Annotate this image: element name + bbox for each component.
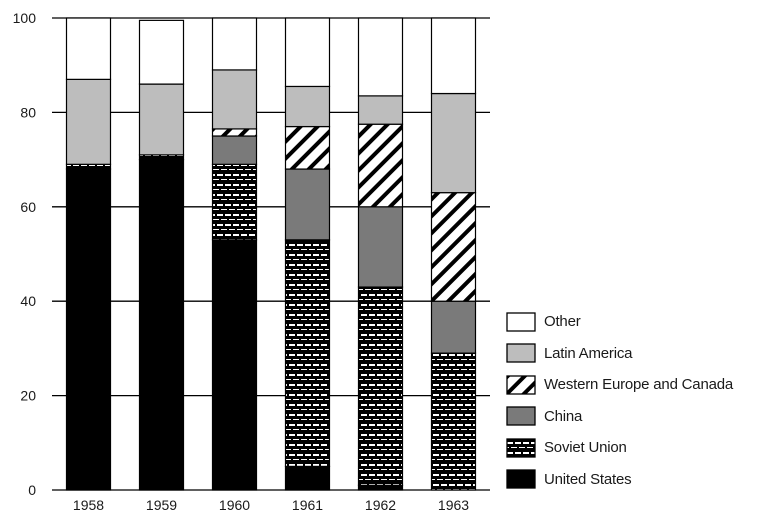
bar-segment-other-1958 [65, 17, 112, 80]
bar-segment-latin-america-1962 [357, 95, 404, 125]
legend-swatch-soviet-union [506, 438, 536, 458]
legend-item-latin-america: Latin America [506, 338, 733, 370]
legend-item-united-states: United States [506, 464, 733, 496]
bar-segment-western-europe-and-canada-1963 [430, 192, 477, 302]
legend-label: Latin America [544, 344, 633, 362]
legend-item-other: Other [506, 306, 733, 338]
bar-segment-united-states-1958 [65, 168, 112, 491]
bar-segment-other-1961 [284, 17, 331, 88]
x-tick-label: 1959 [146, 497, 177, 513]
gridlines [52, 17, 490, 491]
y-tick-label: 40 [20, 293, 36, 309]
bar-segment-soviet-union-1962 [357, 286, 404, 486]
bar-segment-united-states-1959 [138, 159, 185, 491]
y-tick-label: 80 [20, 104, 36, 120]
bar-stack-1962 [357, 17, 404, 491]
legend-swatch-united-states [506, 469, 536, 489]
bar-segment-latin-america-1961 [284, 85, 331, 128]
bar-segment-latin-america-1959 [138, 83, 185, 156]
bar-segment-soviet-union-1963 [430, 352, 477, 491]
bar-segment-china-1963 [430, 300, 477, 354]
legend-label: United States [544, 470, 632, 488]
bar-segment-western-europe-and-canada-1962 [357, 123, 404, 208]
bar-segment-other-1960 [211, 17, 258, 71]
legend-swatch-latin-america [506, 343, 536, 363]
bar-segment-western-europe-and-canada-1960 [211, 128, 258, 137]
x-tick-label: 1963 [438, 497, 469, 513]
bar-segment-latin-america-1963 [430, 92, 477, 194]
bars [65, 17, 477, 491]
bar-segment-china-1960 [211, 135, 258, 165]
bar-segment-latin-america-1958 [65, 78, 112, 165]
bar-stack-1961 [284, 17, 331, 491]
bar-segment-western-europe-and-canada-1961 [284, 125, 331, 170]
legend-item-soviet-union: Soviet Union [506, 432, 733, 464]
axes: 0 20 40 60 80 100 1958 1959 1960 1961 1962 1963 [13, 10, 470, 513]
legend-label: Western Europe and Canada [544, 376, 734, 394]
bar-segment-china-1962 [357, 206, 404, 288]
bar-segment-soviet-union-1958 [65, 163, 112, 170]
legend-item-western-europe-and-canada: Western Europe and Canada [506, 369, 733, 401]
bar-stack-1959 [138, 19, 185, 491]
bar-stack-1963 [430, 17, 477, 491]
legend-label: China [544, 407, 583, 425]
legend-label: Other [544, 313, 581, 331]
y-tick-label: 0 [28, 482, 36, 498]
y-tick-label: 60 [20, 199, 36, 215]
bar-segment-soviet-union-1961 [284, 239, 331, 467]
bar-segment-soviet-union-1960 [211, 163, 258, 241]
x-tick-label: 1962 [365, 497, 396, 513]
y-tick-label: 100 [13, 10, 37, 26]
bar-segment-united-states-1960 [211, 239, 258, 491]
legend: Other Latin America Western Europe and Can… [506, 306, 733, 495]
bar-stack-1960 [211, 17, 258, 491]
y-tick-label: 20 [20, 388, 36, 404]
x-tick-label: 1961 [292, 497, 323, 513]
x-tick-label: 1958 [73, 497, 104, 513]
bar-segment-united-states-1961 [284, 465, 331, 491]
bar-segment-latin-america-1960 [211, 69, 258, 130]
legend-swatch-western-europe-and-canada [506, 375, 536, 395]
bar-segment-other-1959 [138, 19, 185, 85]
legend-item-china: China [506, 401, 733, 433]
legend-swatch-china [506, 406, 536, 426]
bar-segment-soviet-union-1959 [138, 154, 185, 161]
bar-segment-other-1962 [357, 17, 404, 97]
legend-label: Soviet Union [544, 439, 627, 457]
bar-segment-other-1963 [430, 17, 477, 95]
bar-segment-united-states-1962 [357, 484, 404, 491]
legend-swatch-other [506, 312, 536, 332]
bar-segment-china-1961 [284, 168, 331, 241]
bar-stack-1958 [65, 17, 112, 491]
x-tick-label: 1960 [219, 497, 250, 513]
